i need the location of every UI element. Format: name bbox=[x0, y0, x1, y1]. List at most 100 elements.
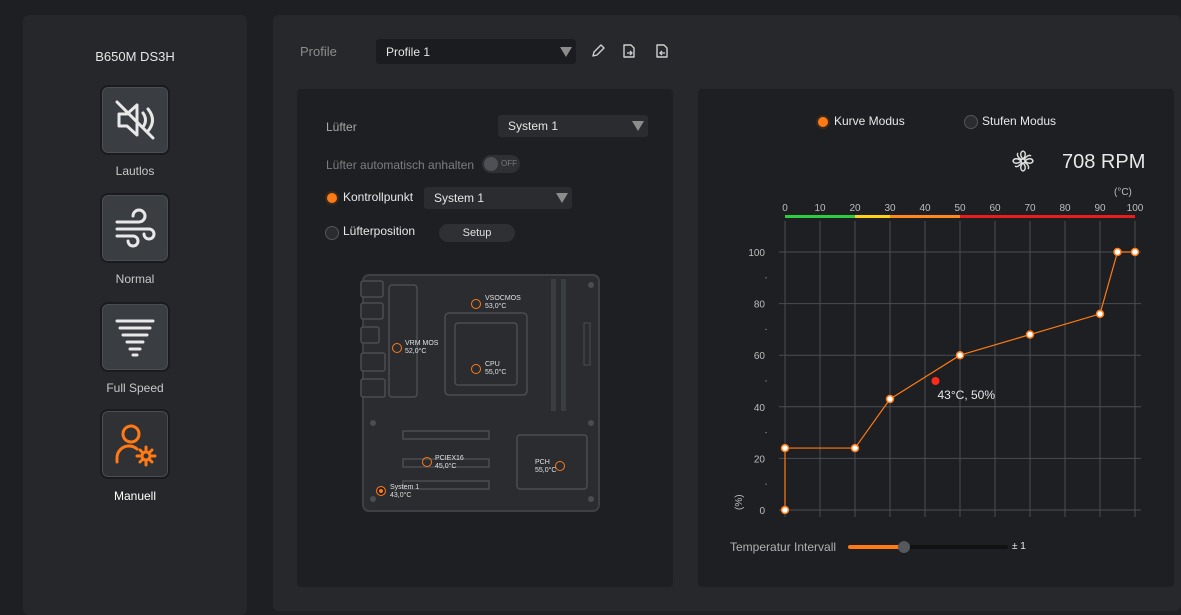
mode-label-normal: Normal bbox=[115, 272, 155, 286]
motherboard-drawing bbox=[360, 274, 600, 512]
import-profile-button[interactable] bbox=[651, 40, 673, 62]
wind-icon bbox=[115, 208, 156, 248]
chevron-down-icon bbox=[632, 121, 644, 131]
interval-value: ± 1 bbox=[1012, 541, 1026, 552]
fan-icon bbox=[1012, 150, 1034, 172]
mode-button-full-speed[interactable] bbox=[100, 302, 170, 372]
profile-select[interactable]: Profile 1 bbox=[376, 39, 576, 64]
sensor-pciex16-label: PCIEX16 45,0°C bbox=[435, 455, 464, 471]
interval-label: Temperatur Intervall bbox=[730, 540, 837, 554]
x-tick-label: 80 bbox=[1059, 203, 1071, 214]
sensor-vsocmos-label: VSOCMOS 53,0°C bbox=[485, 295, 521, 311]
temp-color-scale-segment bbox=[890, 215, 960, 218]
fan-position-radio[interactable] bbox=[325, 226, 339, 240]
fan-settings-panel: Lüfter System 1 Lüfter automatisch anhal… bbox=[297, 89, 673, 587]
auto-stop-label: Lüfter automatisch anhalten bbox=[326, 158, 475, 172]
file-export-icon bbox=[623, 44, 635, 58]
fan-select[interactable]: System 1 bbox=[498, 115, 648, 137]
sensor-cpu[interactable] bbox=[471, 364, 481, 374]
fan-curve-panel: Kurve Modus Stufen Modus 708 RPM (°C) (%)… bbox=[698, 89, 1174, 587]
x-tick-label: 60 bbox=[989, 203, 1001, 214]
mode-button-normal[interactable] bbox=[100, 193, 170, 263]
temp-color-scale-segment bbox=[960, 215, 1135, 218]
sensor-pch[interactable] bbox=[555, 461, 565, 471]
mode-label-full-speed: Full Speed bbox=[106, 381, 164, 395]
percent-unit-label: (%) bbox=[734, 494, 745, 510]
sensor-vrm-mos-label: VRM MOS 52,0°C bbox=[405, 340, 438, 356]
x-tick-label: 10 bbox=[814, 203, 826, 214]
y-tick-label: 80 bbox=[754, 300, 766, 311]
sensor-temp: 55,0°C bbox=[485, 369, 507, 376]
mode-button-manuell[interactable] bbox=[100, 409, 170, 479]
curve-control-point[interactable] bbox=[780, 505, 790, 515]
toggle-knob bbox=[484, 157, 498, 171]
x-tick-label: 30 bbox=[884, 203, 896, 214]
profile-label: Profile bbox=[300, 44, 337, 59]
mute-speaker-icon bbox=[115, 100, 155, 140]
step-mode-label: Stufen Modus bbox=[982, 114, 1057, 128]
control-point-select[interactable]: System 1 bbox=[424, 187, 572, 209]
y-tick-label: 60 bbox=[754, 351, 766, 362]
sensor-cpu-label: CPU 55,0°C bbox=[485, 361, 506, 377]
x-tick-label: 70 bbox=[1024, 203, 1036, 214]
sensor-temp: 45,0°C bbox=[435, 463, 457, 470]
sensor-pciex16[interactable] bbox=[422, 457, 432, 467]
sensor-name: VRM MOS bbox=[405, 340, 439, 347]
interval-slider-track[interactable] bbox=[848, 541, 1008, 553]
fan-select-value: System 1 bbox=[508, 119, 559, 133]
sensor-name: CPU bbox=[485, 361, 500, 368]
profile-select-value: Profile 1 bbox=[386, 44, 431, 59]
curve-control-point[interactable] bbox=[885, 394, 895, 404]
user-settings-icon bbox=[115, 424, 157, 467]
interval-slider-handle[interactable] bbox=[898, 541, 910, 553]
board-name: B650M DS3H bbox=[95, 49, 175, 64]
x-tick-label: 20 bbox=[849, 203, 861, 214]
edit-profile-button[interactable] bbox=[587, 40, 609, 62]
sensor-vrm-mos[interactable] bbox=[392, 343, 402, 353]
fan-label: Lüfter bbox=[326, 120, 357, 134]
fan-curve-chart[interactable]: (°C) (%) 0 10 20 30 40 50 60 70 80 90 100 0 20 40 60 80 10… bbox=[698, 177, 1174, 517]
auto-stop-toggle[interactable]: OFF bbox=[482, 155, 520, 173]
control-point-radio[interactable] bbox=[325, 191, 339, 205]
sensor-name: System 1 bbox=[390, 484, 420, 491]
export-profile-button[interactable] bbox=[618, 40, 640, 62]
temp-unit-label: (°C) bbox=[1114, 187, 1132, 198]
tornado-icon bbox=[115, 319, 155, 357]
mode-button-lautlos[interactable] bbox=[100, 85, 170, 155]
fan-position-label: Lüfterposition bbox=[343, 224, 416, 238]
curve-control-point[interactable] bbox=[780, 443, 790, 453]
file-import-icon bbox=[656, 44, 668, 58]
sensor-temp: 52,0°C bbox=[405, 348, 427, 355]
main-area: Profile Profile 1 Lüfter System 1 Lüfter… bbox=[273, 15, 1181, 611]
sensor-name: VSOCMOS bbox=[485, 295, 521, 302]
sensor-system-1[interactable] bbox=[376, 486, 386, 496]
curve-control-point[interactable] bbox=[1130, 247, 1140, 257]
y-tick-label: 100 bbox=[748, 248, 765, 259]
curve-control-point[interactable] bbox=[955, 350, 965, 360]
curve-mode-radio[interactable] bbox=[816, 115, 830, 129]
motherboard-diagram: VSOCMOS 53,0°C VRM MOS 52,0°C CPU 55,0°C… bbox=[355, 271, 605, 515]
sensor-system-1-label: System 1 43,0°C bbox=[390, 484, 419, 500]
rpm-readout: 708 RPM bbox=[1062, 151, 1146, 173]
x-tick-label: 0 bbox=[782, 203, 788, 214]
sensor-name: PCIEX16 bbox=[435, 455, 464, 462]
sensor-name: PCH bbox=[535, 459, 550, 466]
sensor-pch-label: PCH 55,0°C bbox=[535, 459, 556, 475]
mode-label-manuell: Manuell bbox=[113, 489, 157, 503]
pencil-icon bbox=[592, 44, 605, 57]
sensor-temp: 43,0°C bbox=[390, 492, 412, 499]
chevron-down-icon bbox=[556, 193, 568, 203]
curve-control-point[interactable] bbox=[1025, 330, 1035, 339]
chevron-down-icon bbox=[560, 46, 572, 57]
toggle-state: OFF bbox=[501, 159, 517, 168]
step-mode-radio[interactable] bbox=[964, 115, 978, 129]
setup-button[interactable]: Setup bbox=[439, 224, 515, 242]
control-point-label: Kontrollpunkt bbox=[343, 190, 414, 204]
interval-slider-fill bbox=[848, 545, 904, 549]
sensor-vsocmos[interactable] bbox=[471, 299, 481, 309]
curve-control-point[interactable] bbox=[850, 443, 860, 453]
curve-control-point[interactable] bbox=[1095, 309, 1105, 319]
y-tick-label: 40 bbox=[754, 403, 766, 414]
x-tick-label: 90 bbox=[1094, 203, 1106, 214]
curve-control-point[interactable] bbox=[1113, 247, 1122, 257]
